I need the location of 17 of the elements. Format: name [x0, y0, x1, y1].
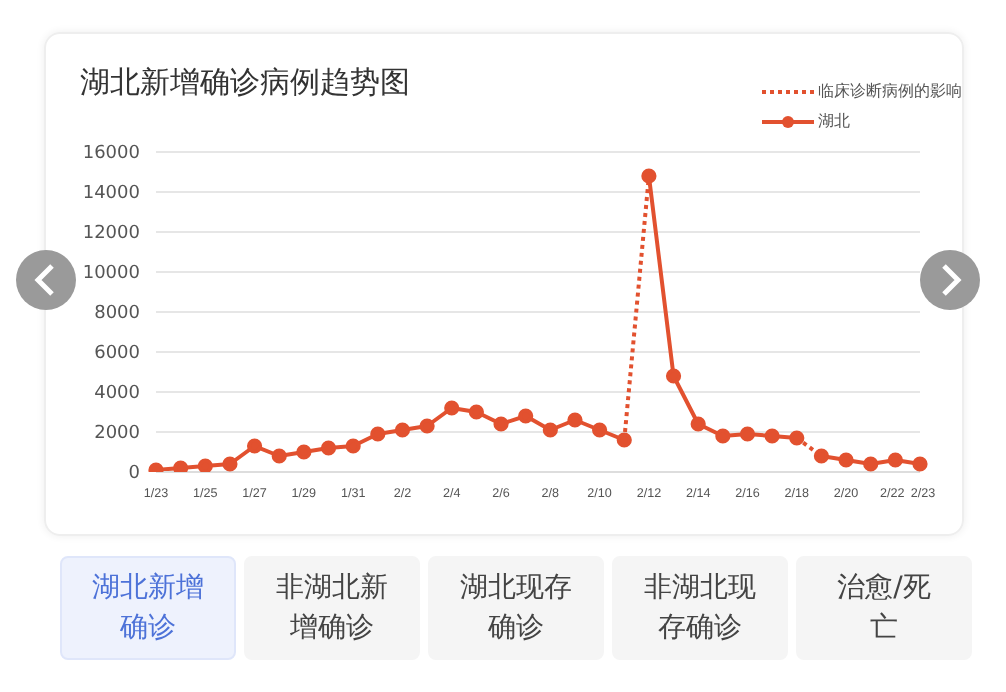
y-tick-label: 6000: [94, 344, 141, 365]
text: 湖北新增确诊: [60, 556, 236, 660]
y-tick-label: 10000: [82, 264, 141, 285]
y-tick-label: 4000: [94, 384, 141, 405]
y-tick-label: 8000: [94, 304, 141, 325]
text: 湖北现存确诊: [428, 556, 604, 660]
text: 非湖北现存确诊: [612, 556, 788, 660]
y-tick-label: 16000: [82, 144, 141, 165]
text: 治愈/死亡: [796, 556, 972, 660]
chart-title: 湖北新增确诊病例趋势图: [80, 64, 410, 102]
y-tick-label: 14000: [82, 184, 141, 205]
y-tick-label: 12000: [82, 224, 141, 245]
legend-label: 湖北: [818, 110, 850, 134]
legend-label: 临床诊断病例的影响: [818, 80, 962, 104]
text: 非湖北新增确诊: [244, 556, 420, 660]
y-tick-label: 2000: [94, 424, 141, 445]
y-tick-label: 0: [128, 464, 141, 485]
